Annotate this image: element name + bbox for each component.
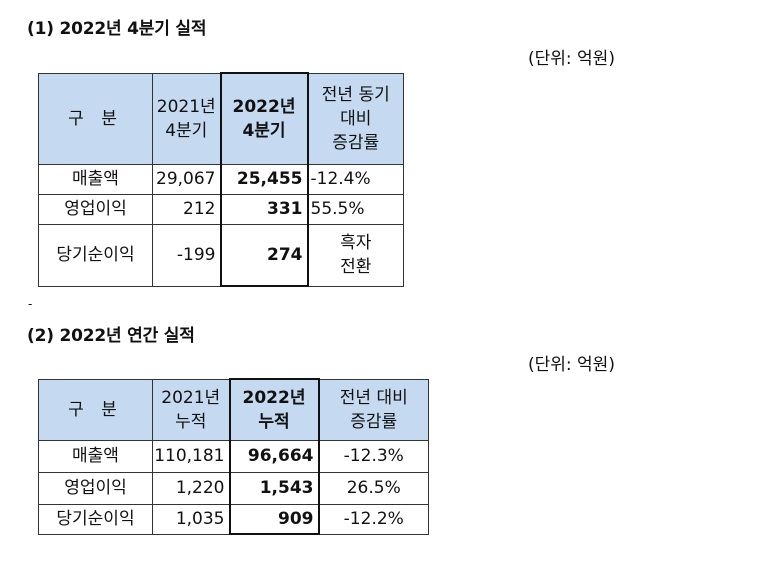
cell-curr-value: 25,455 — [219, 163, 309, 195]
table-row: 당기순이익 1,035 909 -12.2% — [38, 503, 429, 535]
header-prev-period: 2021년 4분기 — [152, 72, 221, 165]
cell-change-rate: -12.2% — [318, 503, 429, 535]
section1-heading: (1) 2022년 4분기 실적 — [27, 19, 207, 39]
header-prev-period: 2021년 누적 — [152, 378, 230, 441]
cell-prev-value: 1,220 — [152, 471, 230, 505]
header-category: 구 분 — [38, 72, 153, 165]
header-change-rate: 전년 대비 증감률 — [318, 378, 429, 441]
table-row: 당기순이익 -199 274 흑자 전환 — [38, 223, 404, 287]
cell-prev-value: 212 — [152, 193, 221, 225]
cell-curr-value: 331 — [219, 193, 309, 225]
cell-change-rate: -12.3% — [318, 439, 429, 473]
cell-curr-value: 1,543 — [228, 471, 320, 505]
table-row: 영업이익 1,220 1,543 26.5% — [38, 471, 429, 505]
table-header-row: 구 분 2021년 4분기 2022년 4분기 전년 동기 대비 증감률 — [38, 72, 404, 165]
table-row: 매출액 29,067 25,455 -12.4% — [38, 163, 404, 195]
cell-prev-value: 1,035 — [152, 503, 230, 535]
quarterly-results-table: 구 분 2021년 4분기 2022년 4분기 전년 동기 대비 증감률 매출액 29,… — [38, 72, 404, 287]
header-curr-period: 2022년 누적 — [228, 378, 320, 441]
cell-change-rate: -12.4% — [307, 163, 404, 195]
cell-prev-value: 110,181 — [152, 439, 230, 473]
cell-change-rate: 55.5% — [307, 193, 404, 225]
header-change-rate: 전년 동기 대비 증감률 — [307, 72, 404, 165]
table-header-row: 구 분 2021년 누적 2022년 누적 전년 대비 증감률 — [38, 378, 429, 441]
row-label: 당기순이익 — [38, 223, 153, 287]
separator-mark: - — [28, 297, 33, 311]
section1-unit-label: (단위: 억원) — [528, 49, 615, 69]
table-row: 매출액 110,181 96,664 -12.3% — [38, 439, 429, 473]
row-label: 매출액 — [38, 439, 153, 473]
cell-curr-value: 909 — [228, 503, 320, 535]
section2-unit-label: (단위: 억원) — [528, 355, 615, 375]
row-label: 당기순이익 — [38, 503, 153, 535]
row-label: 영업이익 — [38, 193, 153, 225]
table-row: 영업이익 212 331 55.5% — [38, 193, 404, 225]
cell-change-rate: 흑자 전환 — [307, 223, 404, 287]
header-curr-period: 2022년 4분기 — [219, 72, 309, 165]
cell-change-rate: 26.5% — [318, 471, 429, 505]
header-category: 구 분 — [38, 378, 153, 441]
cell-curr-value: 274 — [219, 223, 309, 287]
section2-heading: (2) 2022년 연간 실적 — [27, 326, 195, 346]
cell-prev-value: -199 — [152, 223, 221, 287]
annual-results-table: 구 분 2021년 누적 2022년 누적 전년 대비 증감률 매출액 110,181… — [38, 378, 429, 535]
cell-curr-value: 96,664 — [228, 439, 320, 473]
row-label: 영업이익 — [38, 471, 153, 505]
cell-prev-value: 29,067 — [152, 163, 221, 195]
row-label: 매출액 — [38, 163, 153, 195]
